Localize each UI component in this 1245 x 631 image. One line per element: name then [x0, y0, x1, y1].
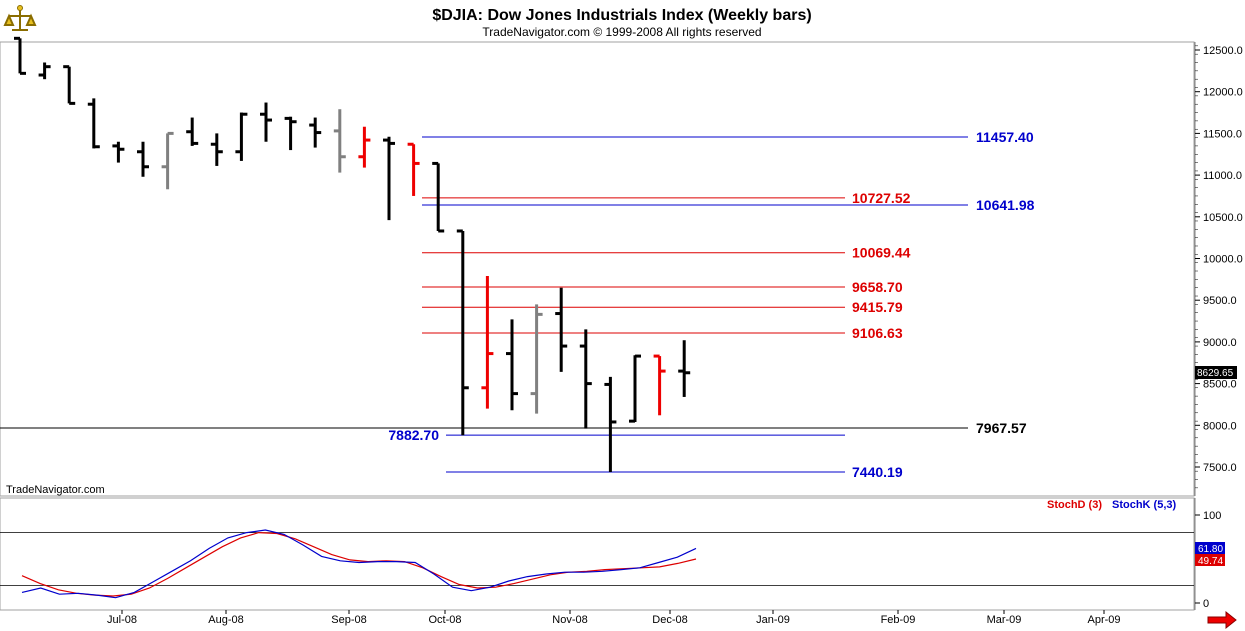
osc-tick-label: 100	[1203, 510, 1221, 522]
stochd-line	[21, 531, 697, 597]
stochk-legend: StochK (5,3)	[1112, 499, 1177, 511]
level-label: 9658.70	[852, 279, 903, 295]
ohlc-bar	[137, 141, 149, 177]
price-tick-label: 9000.0	[1203, 337, 1237, 349]
ohlc-bar	[112, 141, 125, 163]
price-tick-label: 8000.0	[1203, 420, 1237, 432]
stochd-last-value: 49.74	[1198, 556, 1223, 567]
ohlc-bar	[506, 319, 518, 411]
date-tick-label: Nov-08	[552, 614, 587, 626]
date-tick-label: Dec-08	[652, 614, 687, 626]
osc-tick-label: 0	[1203, 598, 1209, 610]
date-tick-label: Sep-08	[331, 614, 366, 626]
ohlc-bar	[38, 62, 51, 80]
ohlc-bar	[579, 329, 592, 429]
oscillator-panel	[0, 497, 1195, 611]
level-label: 10641.98	[976, 197, 1035, 213]
ohlc-bar	[284, 116, 297, 151]
price-tick-label: 12000.0	[1203, 87, 1243, 99]
ohlc-bar	[530, 304, 543, 414]
price-tick-label: 10000.0	[1203, 254, 1243, 266]
copyright-text: TradeNavigator.com © 1999-2008 All right…	[482, 25, 761, 39]
oscillator-lines	[21, 529, 697, 599]
date-tick-label: Mar-09	[987, 614, 1022, 626]
ohlc-bar	[333, 109, 346, 173]
date-tick-label: Jul-08	[107, 614, 137, 626]
scroll-right-arrow-icon[interactable]	[1207, 610, 1237, 630]
date-tick-label: Oct-08	[428, 614, 461, 626]
stochd-last-badge	[1195, 554, 1225, 566]
ohlc-bar	[555, 287, 568, 372]
ohlc-bar	[456, 229, 469, 436]
trade-navigator-logo-icon	[3, 3, 37, 37]
date-tick-label: Feb-09	[881, 614, 916, 626]
chart-title: $DJIA: Dow Jones Industrials Index (Week…	[432, 7, 811, 24]
ohlc-bar	[235, 112, 248, 161]
ohlc-bar	[309, 117, 322, 148]
date-tick-label: Aug-08	[208, 614, 243, 626]
stochk-last-value: 61.80	[1198, 544, 1223, 555]
date-tick-label: Jan-09	[756, 614, 790, 626]
price-tick-label: 10500.0	[1203, 212, 1243, 224]
ohlc-bar	[358, 126, 371, 168]
date-axis: Jul-08 Aug-08 Sep-08 Oct-08 Nov-08 Dec-08 Jan-…	[107, 610, 1121, 626]
ohlc-bar	[629, 354, 641, 423]
level-label: 11457.40	[976, 129, 1034, 145]
price-bars	[14, 36, 691, 473]
price-tick-label: 12500.0	[1203, 45, 1243, 57]
price-tick-label: 11500.0	[1203, 128, 1242, 140]
stochk-line	[21, 529, 697, 599]
ohlc-bar	[161, 131, 174, 190]
ohlc-bar	[210, 133, 223, 166]
level-label: 10727.52	[852, 190, 911, 206]
price-tick-label: 7500.0	[1203, 462, 1237, 474]
ohlc-bar	[14, 36, 26, 75]
level-label: 7967.57	[976, 420, 1027, 436]
ohlc-bar	[407, 142, 420, 196]
ohlc-bar	[653, 354, 666, 416]
stochk-last-badge	[1195, 542, 1225, 554]
price-tick-label: 9500.0	[1203, 295, 1237, 307]
ohlc-bar	[604, 376, 617, 473]
level-label: 9415.79	[852, 299, 903, 315]
ohlc-bar	[432, 161, 445, 233]
stochd-legend: StochD (3)	[1047, 499, 1102, 511]
date-tick-label: Apr-09	[1087, 614, 1120, 626]
level-lines: 11457.40 10727.52 10641.98 10069.44 9658.70 9…	[0, 129, 1035, 480]
last-price-badge	[1195, 366, 1237, 379]
ohlc-bar	[481, 276, 494, 409]
ohlc-bar	[260, 102, 272, 142]
price-panel	[0, 41, 1195, 497]
ohlc-bar	[87, 98, 100, 149]
price-axis: 12500.0 12000.0 11500.0 11000.0 10500.0 10000…	[1194, 42, 1243, 496]
price-tick-label: 11000.0	[1203, 170, 1242, 182]
ohlc-bar	[186, 117, 199, 146]
level-label: 10069.44	[852, 245, 911, 261]
level-label: 7882.70	[388, 427, 439, 443]
level-label: 9106.63	[852, 325, 903, 341]
ohlc-bar	[63, 65, 76, 105]
watermark-text: TradeNavigator.com	[6, 484, 105, 496]
ohlc-bar	[678, 340, 691, 397]
price-tick-label: 8500.0	[1203, 379, 1237, 391]
last-price-value: 8629.65	[1197, 368, 1234, 379]
level-label: 7440.19	[852, 464, 903, 480]
ohlc-bar	[383, 136, 395, 221]
